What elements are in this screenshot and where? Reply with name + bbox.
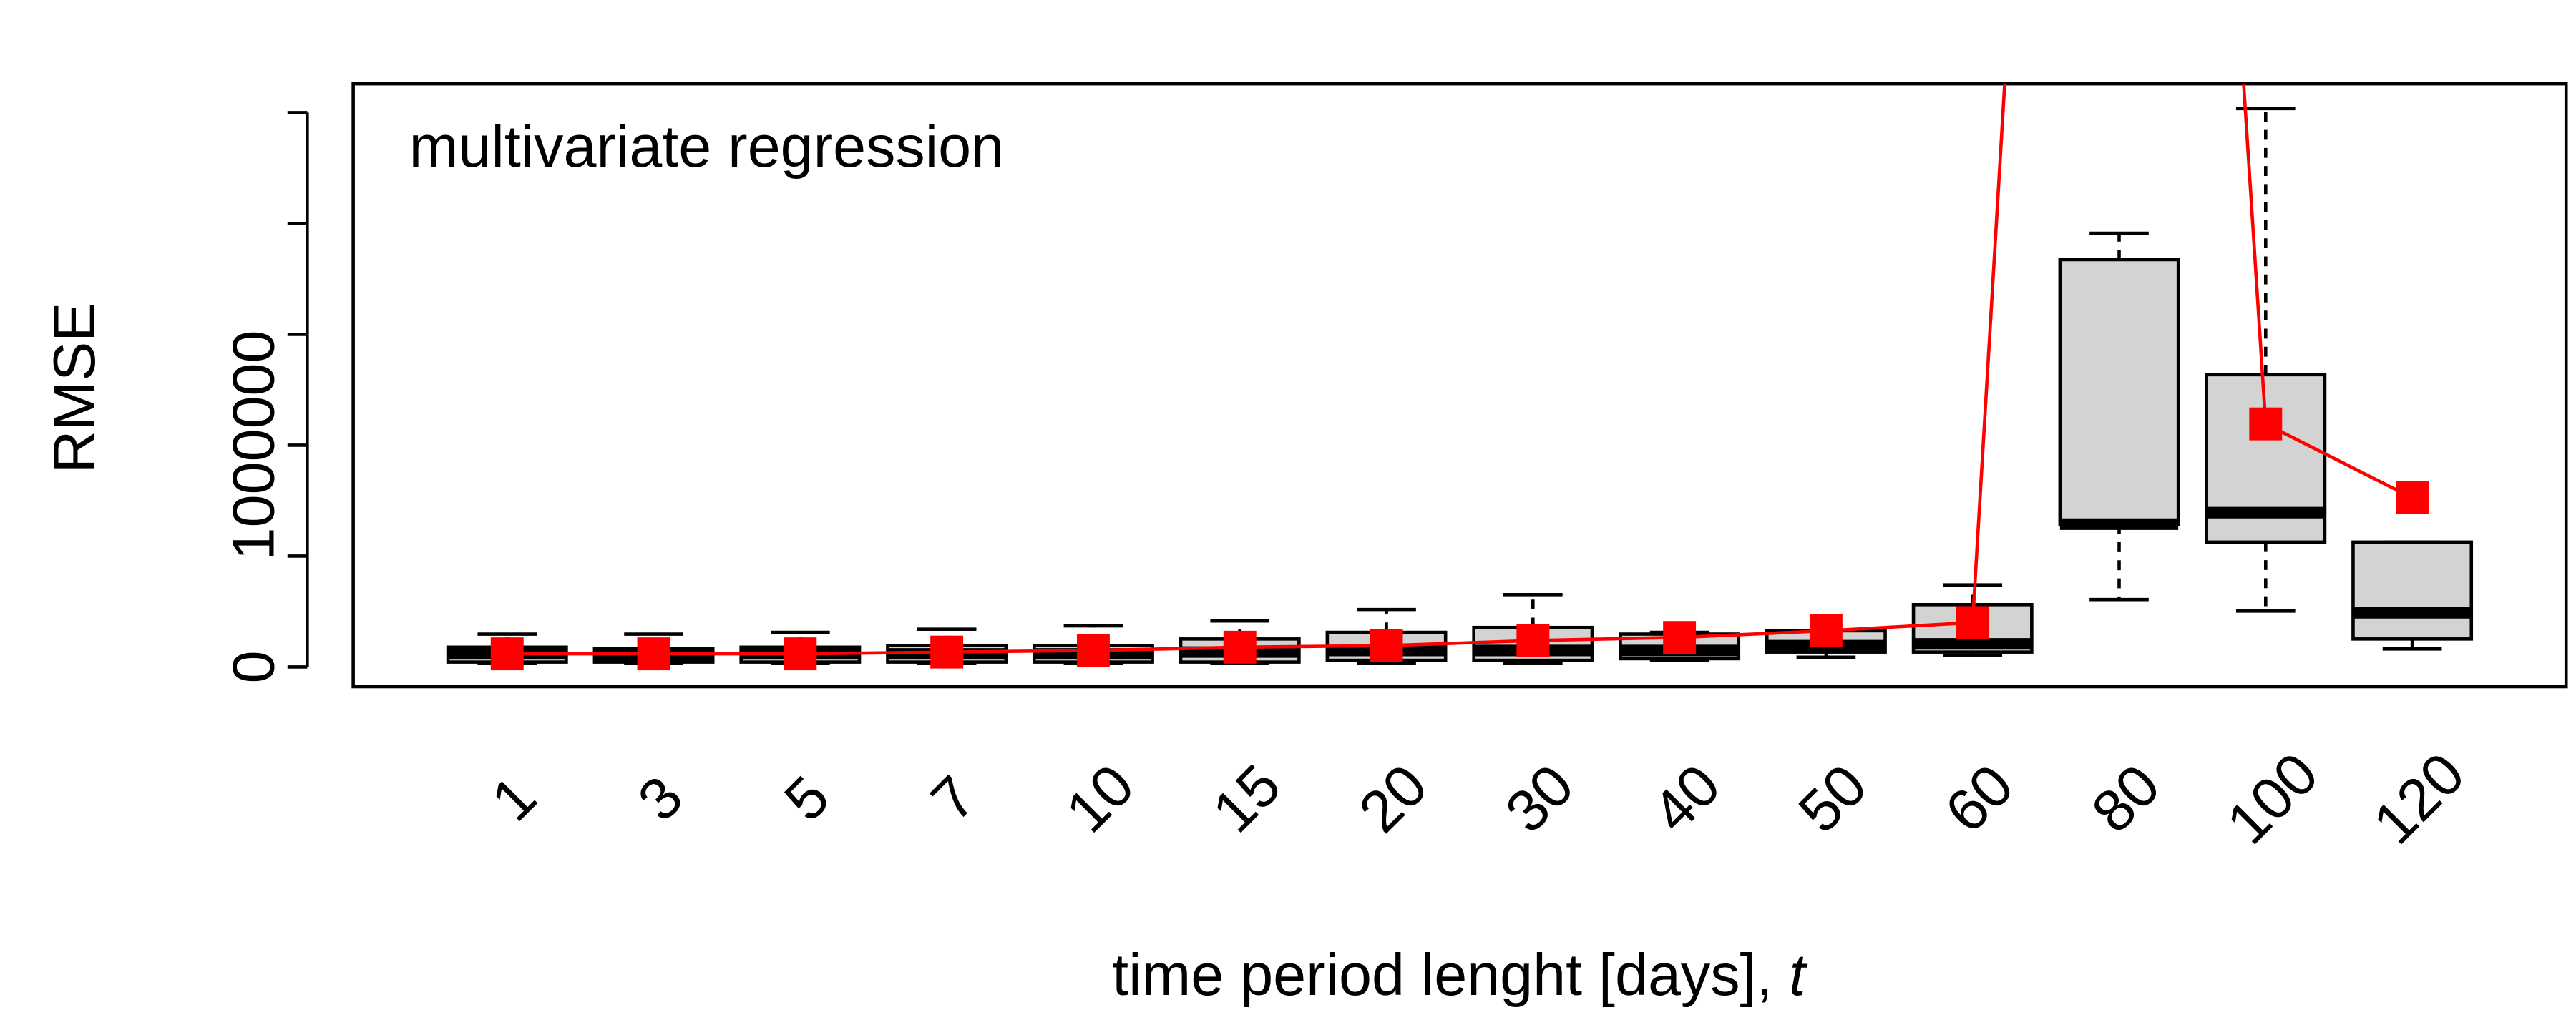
y-axis-label: RMSE [41,303,107,474]
mean-point [784,637,817,671]
mean-point [1223,630,1257,664]
x-tick-label: 3 [625,763,695,833]
mean-point [1370,629,1403,662]
mean-point [1076,634,1110,667]
mean-point [1809,614,1843,647]
x-tick-label: 40 [1639,752,1733,845]
x-axis-label: time period lenght [days], t [1112,941,1807,1008]
x-tick-label: 50 [1786,752,1880,845]
x-axis-label-var: t [1789,941,1807,1008]
x-tick-label: 15 [1199,752,1293,845]
mean-point [1516,624,1550,657]
x-tick-label: 80 [2079,752,2172,845]
mean-point [490,637,524,671]
x-tick-label: 120 [2361,740,2477,856]
x-tick-label: 1 [479,763,549,833]
y-tick-label: 1000000 [220,330,286,560]
x-tick-label: 30 [1493,752,1586,845]
box [2058,258,2180,526]
mean-point [637,637,670,671]
mean-point [2396,481,2429,514]
mean-point [930,635,964,669]
x-tick-label: 5 [771,763,841,833]
mean-point [2249,407,2283,441]
mean-line [507,84,2414,656]
plot-frame [351,82,2568,689]
mean-point [1956,606,1989,639]
y-tick-label: 0 [220,650,286,683]
plot-area [446,84,2474,671]
x-tick-label: 10 [1053,752,1147,845]
x-tick-label: 100 [2214,740,2331,856]
x-tick-label: 20 [1346,752,1440,845]
mean-point [1663,621,1697,654]
x-tick-label: 7 [918,763,988,833]
chart-title: multivariate regression [409,113,1004,180]
x-tick-label: 60 [1932,752,2026,845]
x-axis-label-text: time period lenght [days], [1112,941,1772,1008]
box [2351,540,2474,641]
